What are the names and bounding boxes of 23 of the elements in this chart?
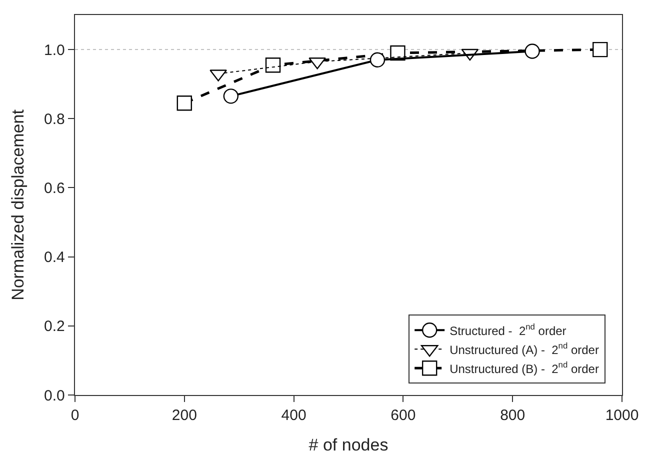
x-tick-label: 200 [172, 407, 197, 424]
x-tick-label: 1000 [605, 407, 639, 424]
point [592, 42, 608, 58]
legend-label: Structured - 2$^{nd}$ order [450, 322, 566, 338]
y-axis-title: Normalized displacement [8, 109, 28, 300]
legend-label: Unstructured (B) - 2$^{nd}$ order [450, 360, 599, 376]
y-tick-label: 0.2 [44, 318, 65, 336]
x-tick-label: 400 [281, 407, 306, 424]
point [223, 88, 238, 104]
point [370, 52, 386, 68]
legend-label: Unstructured (A) - 2$^{nd}$ order [450, 340, 599, 357]
x-tick-label: 800 [500, 407, 526, 424]
x-tick-label: 0 [70, 407, 80, 424]
y-tick-label: 0.8 [44, 110, 65, 128]
point [176, 95, 192, 111]
x-tick-label: 600 [390, 407, 416, 424]
y-tick-label: 0.4 [44, 249, 65, 266]
point [524, 44, 540, 59]
y-tick-label: 0.0 [44, 387, 65, 404]
y-tick-label: 0.6 [44, 180, 65, 197]
point [265, 57, 281, 73]
y-tick-label: 1.0 [44, 42, 65, 59]
x-axis-title: # of nodes [308, 436, 388, 454]
